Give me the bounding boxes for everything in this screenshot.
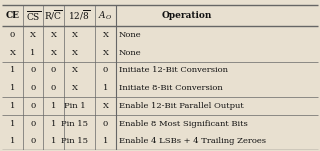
- Text: 1: 1: [10, 102, 15, 110]
- Text: Initiate 8-Bit Conversion: Initiate 8-Bit Conversion: [119, 84, 223, 92]
- Text: CE: CE: [5, 11, 20, 20]
- Text: 1: 1: [51, 120, 56, 128]
- Text: 1: 1: [10, 137, 15, 145]
- Text: Pin 1: Pin 1: [64, 102, 86, 110]
- Text: Operation: Operation: [161, 11, 212, 20]
- Text: X: X: [103, 31, 108, 39]
- Text: $\mathrm{12}/\overline{\mathrm{8}}$: $\mathrm{12}/\overline{\mathrm{8}}$: [68, 9, 91, 22]
- Text: 0: 0: [51, 84, 56, 92]
- Text: 1: 1: [103, 84, 108, 92]
- Text: 0: 0: [10, 31, 15, 39]
- Text: 1: 1: [10, 84, 15, 92]
- Text: X: X: [72, 66, 78, 74]
- Text: 1: 1: [10, 120, 15, 128]
- Text: Initiate 12-Bit Conversion: Initiate 12-Bit Conversion: [119, 66, 228, 74]
- Text: 0: 0: [30, 120, 36, 128]
- Text: X: X: [51, 49, 57, 57]
- Text: X: X: [72, 84, 78, 92]
- Text: 0: 0: [103, 66, 108, 74]
- Text: X: X: [103, 102, 108, 110]
- Text: 1: 1: [10, 66, 15, 74]
- Text: X: X: [10, 49, 16, 57]
- Text: 1: 1: [51, 137, 56, 145]
- Text: X: X: [72, 49, 78, 57]
- Text: 0: 0: [30, 137, 36, 145]
- Text: Pin 15: Pin 15: [61, 120, 88, 128]
- Text: Enable 4 LSBs + 4 Trailing Zeroes: Enable 4 LSBs + 4 Trailing Zeroes: [119, 137, 266, 145]
- Text: 1: 1: [103, 137, 108, 145]
- Text: X: X: [103, 49, 108, 57]
- Text: 0: 0: [30, 66, 36, 74]
- Text: Enable 8 Most Significant Bits: Enable 8 Most Significant Bits: [119, 120, 248, 128]
- Text: $\mathrm{R}/\overline{\mathrm{C}}$: $\mathrm{R}/\overline{\mathrm{C}}$: [44, 9, 63, 22]
- Text: None: None: [119, 31, 142, 39]
- Text: X: X: [51, 31, 57, 39]
- Text: 0: 0: [30, 102, 36, 110]
- Text: 0: 0: [51, 66, 56, 74]
- Text: 1: 1: [51, 102, 56, 110]
- Text: $\overline{\mathrm{CS}}$: $\overline{\mathrm{CS}}$: [26, 9, 41, 23]
- Text: 0: 0: [30, 84, 36, 92]
- Text: X: X: [72, 31, 78, 39]
- Text: Pin 15: Pin 15: [61, 137, 88, 145]
- Text: 1: 1: [30, 49, 36, 57]
- Text: Enable 12-Bit Parallel Output: Enable 12-Bit Parallel Output: [119, 102, 244, 110]
- Text: X: X: [30, 31, 36, 39]
- Text: None: None: [119, 49, 142, 57]
- Text: 0: 0: [103, 120, 108, 128]
- Text: $A_O$: $A_O$: [99, 9, 113, 22]
